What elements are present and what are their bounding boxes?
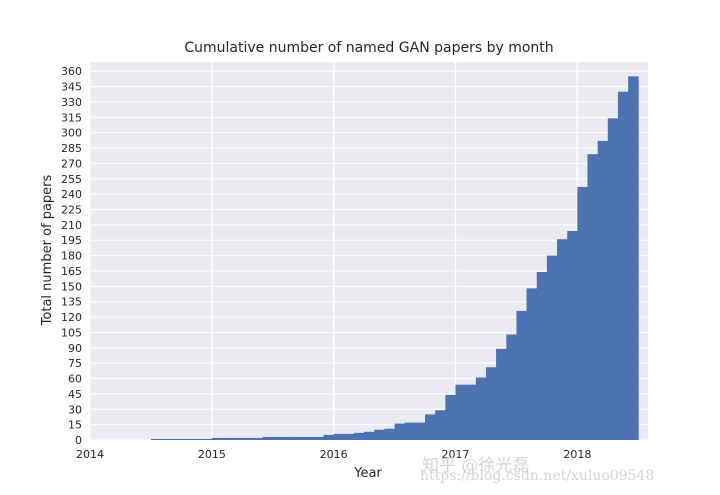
histogram-bar xyxy=(333,433,345,440)
histogram-bars xyxy=(150,76,639,441)
y-tick-label: 225 xyxy=(61,204,82,217)
y-tick-label: 285 xyxy=(61,142,82,155)
y-tick-label: 105 xyxy=(61,326,82,339)
y-tick-label: 30 xyxy=(68,403,82,416)
histogram-bar xyxy=(374,429,385,440)
y-tick-label: 255 xyxy=(61,173,82,186)
histogram-bar xyxy=(221,437,233,440)
y-tick-label: 45 xyxy=(68,388,82,401)
histogram-bar xyxy=(161,438,172,440)
histogram-bar xyxy=(516,310,527,440)
x-tick-label: 2017 xyxy=(442,448,470,461)
y-tick-label: 120 xyxy=(61,311,82,324)
histogram-bar xyxy=(567,231,578,440)
y-tick-label: 75 xyxy=(68,357,82,370)
y-tick-label: 15 xyxy=(68,419,82,432)
y-tick-label: 180 xyxy=(61,250,82,263)
histogram-bar xyxy=(303,436,314,440)
watermark-url: https://blog.csdn.net/xuluo09548 xyxy=(420,468,655,484)
histogram-bar xyxy=(628,76,639,440)
histogram-bar xyxy=(607,118,619,440)
y-tick-label: 0 xyxy=(75,434,82,447)
histogram-bar xyxy=(252,437,263,440)
histogram-bar xyxy=(485,367,497,440)
histogram-bar xyxy=(364,431,375,440)
histogram-bar xyxy=(404,422,416,440)
histogram-bar xyxy=(465,384,477,440)
histogram-bar xyxy=(617,91,629,441)
y-tick-label: 135 xyxy=(61,296,82,309)
histogram-bar xyxy=(150,438,162,440)
histogram-bar xyxy=(556,239,568,440)
histogram-bar xyxy=(425,414,436,440)
histogram-bar xyxy=(414,422,426,440)
y-axis-label: Total number of papers xyxy=(40,174,55,326)
y-tick-label: 240 xyxy=(61,188,82,201)
histogram-bar xyxy=(282,436,294,440)
y-tick-label: 315 xyxy=(61,111,82,124)
histogram-bar xyxy=(475,377,487,440)
y-tick-label: 60 xyxy=(68,373,82,386)
histogram-bar xyxy=(232,437,243,440)
histogram-bar xyxy=(577,186,588,440)
histogram-bar xyxy=(181,438,192,440)
histogram-bar xyxy=(293,436,304,440)
histogram-bar xyxy=(526,288,538,440)
histogram-bar xyxy=(343,433,355,440)
histogram-bar xyxy=(597,140,609,440)
y-tick-label: 300 xyxy=(61,127,82,140)
histogram-bar xyxy=(445,394,456,440)
histogram-bar xyxy=(242,437,253,440)
histogram-bar xyxy=(272,436,284,440)
y-tick-label: 150 xyxy=(61,280,82,293)
histogram-bar xyxy=(435,410,446,440)
y-tick-label: 195 xyxy=(61,234,82,247)
histogram-bar xyxy=(171,438,182,440)
histogram-bar xyxy=(546,255,558,440)
histogram-bar xyxy=(354,432,365,440)
histogram-bar xyxy=(455,384,467,440)
histogram-bar xyxy=(201,438,213,440)
histogram-bar xyxy=(323,434,335,440)
histogram-bar xyxy=(506,334,517,440)
x-axis-label: Year xyxy=(353,466,382,481)
y-tick-label: 360 xyxy=(61,65,82,78)
histogram-bar xyxy=(536,272,548,440)
histogram-bar xyxy=(191,438,203,440)
chart-title: Cumulative number of named GAN papers by… xyxy=(184,40,553,56)
histogram-bar xyxy=(496,348,507,440)
y-tick-labels: 0 15 30 45 60 75 90 105 120 135 150 165 180 195 210 225… xyxy=(61,65,82,447)
histogram-bar xyxy=(262,436,274,440)
x-tick-labels: 2014 2015 2016 2017 2018 xyxy=(76,448,591,461)
x-tick-label: 2016 xyxy=(320,448,348,461)
histogram-bar xyxy=(211,437,223,440)
y-tick-label: 210 xyxy=(61,219,82,232)
y-tick-label: 165 xyxy=(61,265,82,278)
y-tick-label: 90 xyxy=(68,342,82,355)
y-tick-label: 345 xyxy=(61,81,82,94)
x-tick-label: 2018 xyxy=(563,448,591,461)
histogram-bar xyxy=(394,423,406,440)
histogram-bar xyxy=(313,436,324,440)
x-tick-label: 2015 xyxy=(198,448,226,461)
watermark-text: 知乎 @徐光磊 xyxy=(422,456,530,476)
y-tick-label: 330 xyxy=(61,96,82,109)
y-tick-label: 270 xyxy=(61,157,82,170)
x-tick-label: 2014 xyxy=(76,448,104,461)
histogram-bar xyxy=(587,154,598,440)
histogram-bar xyxy=(384,428,396,440)
